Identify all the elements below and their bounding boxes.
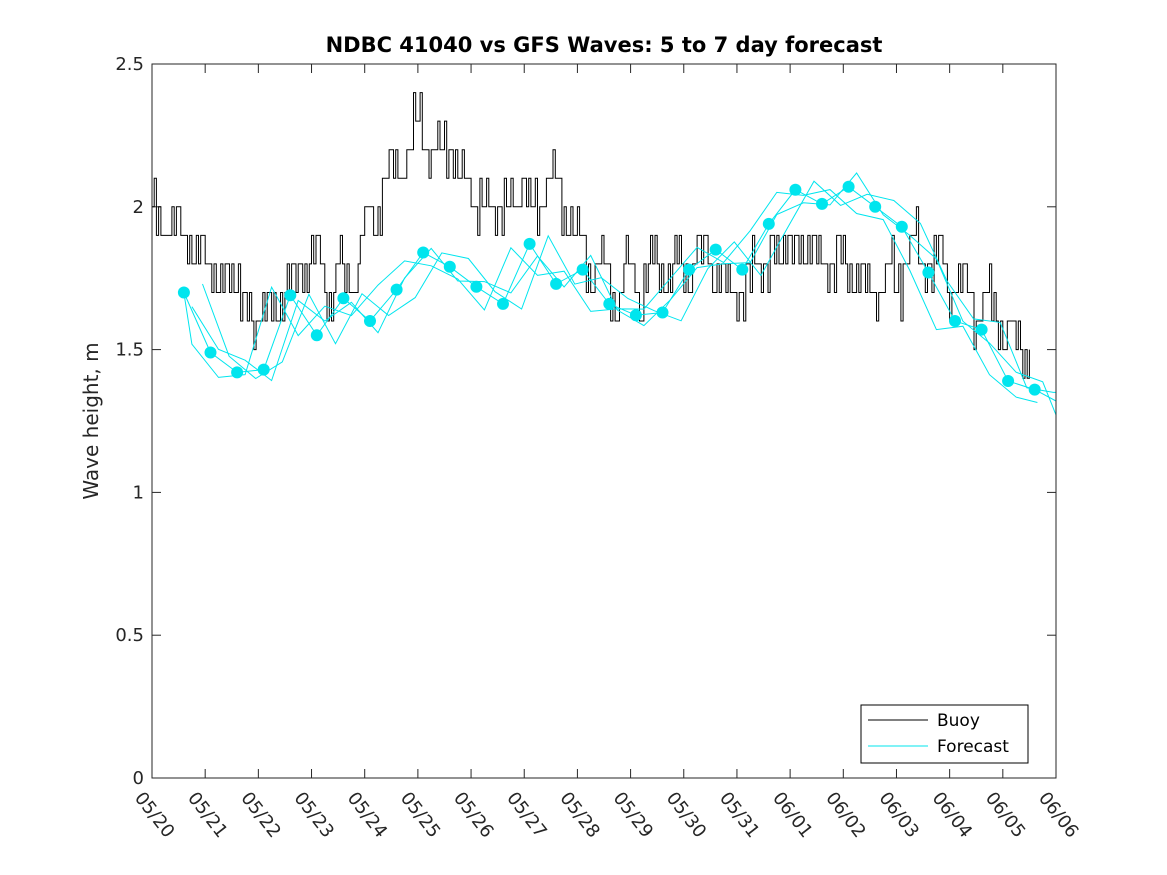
x-tick-label: 05/25 (396, 788, 444, 842)
forecast-point (257, 363, 270, 376)
forecast-point (1028, 383, 1041, 396)
forecast-point (364, 315, 376, 327)
forecast-point (736, 263, 749, 276)
forecast-point (337, 292, 350, 305)
forecast-point (310, 329, 323, 342)
forecast-point (204, 346, 217, 359)
x-tick-label: 05/30 (662, 788, 710, 842)
buoy-line (152, 92, 1030, 379)
x-tick-label: 06/05 (981, 788, 1029, 842)
forecast-point (177, 286, 190, 299)
legend-buoy-label: Buoy (937, 711, 980, 731)
forecast-point (443, 260, 456, 273)
forecast-point (603, 297, 616, 310)
forecast-point (656, 306, 669, 319)
plot-background (152, 64, 1056, 778)
forecast-point (1002, 375, 1015, 387)
x-tick-label: 05/23 (290, 788, 338, 842)
series-buoy (152, 92, 1030, 379)
forecast-point (762, 217, 775, 230)
forecast-point (523, 237, 536, 250)
y-tick-label: 1.5 (115, 340, 144, 361)
x-tick-label: 05/29 (609, 788, 657, 842)
forecast-point (576, 263, 589, 276)
y-tick-label: 0.5 (115, 625, 144, 646)
forecast-point (975, 323, 988, 336)
forecast-point (390, 283, 403, 296)
y-tick-label: 0 (133, 768, 144, 789)
plot-frame (151, 63, 1057, 779)
forecast-point (869, 200, 882, 213)
forecast-point (683, 263, 696, 276)
x-tick-label: 06/03 (875, 788, 923, 842)
forecast-point (709, 243, 722, 256)
forecast-point (417, 246, 430, 259)
forecast-point (949, 315, 961, 327)
x-tick-label: 06/04 (928, 788, 976, 842)
forecast-line (183, 189, 1038, 403)
x-tick-label: 06/06 (1034, 788, 1082, 842)
forecast-point (231, 366, 244, 379)
x-tick-label: 05/22 (236, 788, 284, 842)
series-forecast (177, 172, 1057, 416)
y-tick-label: 2 (133, 197, 144, 218)
forecast-point (895, 220, 908, 233)
forecast-point (789, 183, 802, 196)
forecast-point (629, 309, 642, 322)
forecast-point (922, 266, 935, 279)
x-tick-label: 05/21 (183, 788, 231, 842)
forecast-point (470, 280, 483, 293)
y-tick-label: 2.5 (115, 54, 144, 75)
forecast-point (816, 197, 828, 210)
forecast-point (842, 180, 855, 193)
x-tick-label: 05/28 (555, 788, 603, 842)
x-tick-label: 05/31 (715, 788, 763, 842)
forecast-point (497, 297, 509, 310)
forecast-line (202, 180, 1056, 393)
y-axis-label: Wave height, m (79, 342, 103, 499)
x-tick-label: 05/26 (449, 788, 497, 842)
y-tick-label: 1 (133, 482, 144, 503)
forecast-point (284, 289, 297, 302)
x-tick-label: 06/02 (821, 788, 869, 842)
x-tick-label: 06/01 (768, 788, 816, 842)
forecast-point (550, 277, 563, 290)
legend-box (860, 704, 1029, 764)
chart-title: NDBC 41040 vs GFS Waves: 5 to 7 day fore… (326, 33, 883, 57)
legend-forecast-label: Forecast (937, 737, 1009, 757)
x-tick-label: 05/20 (130, 788, 178, 842)
legend: Buoy Forecast (860, 704, 1029, 764)
x-tick-label: 05/24 (343, 788, 391, 842)
x-tick-label: 05/27 (502, 788, 550, 842)
